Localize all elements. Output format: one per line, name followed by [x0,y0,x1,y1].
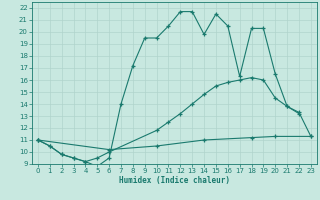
X-axis label: Humidex (Indice chaleur): Humidex (Indice chaleur) [119,176,230,185]
